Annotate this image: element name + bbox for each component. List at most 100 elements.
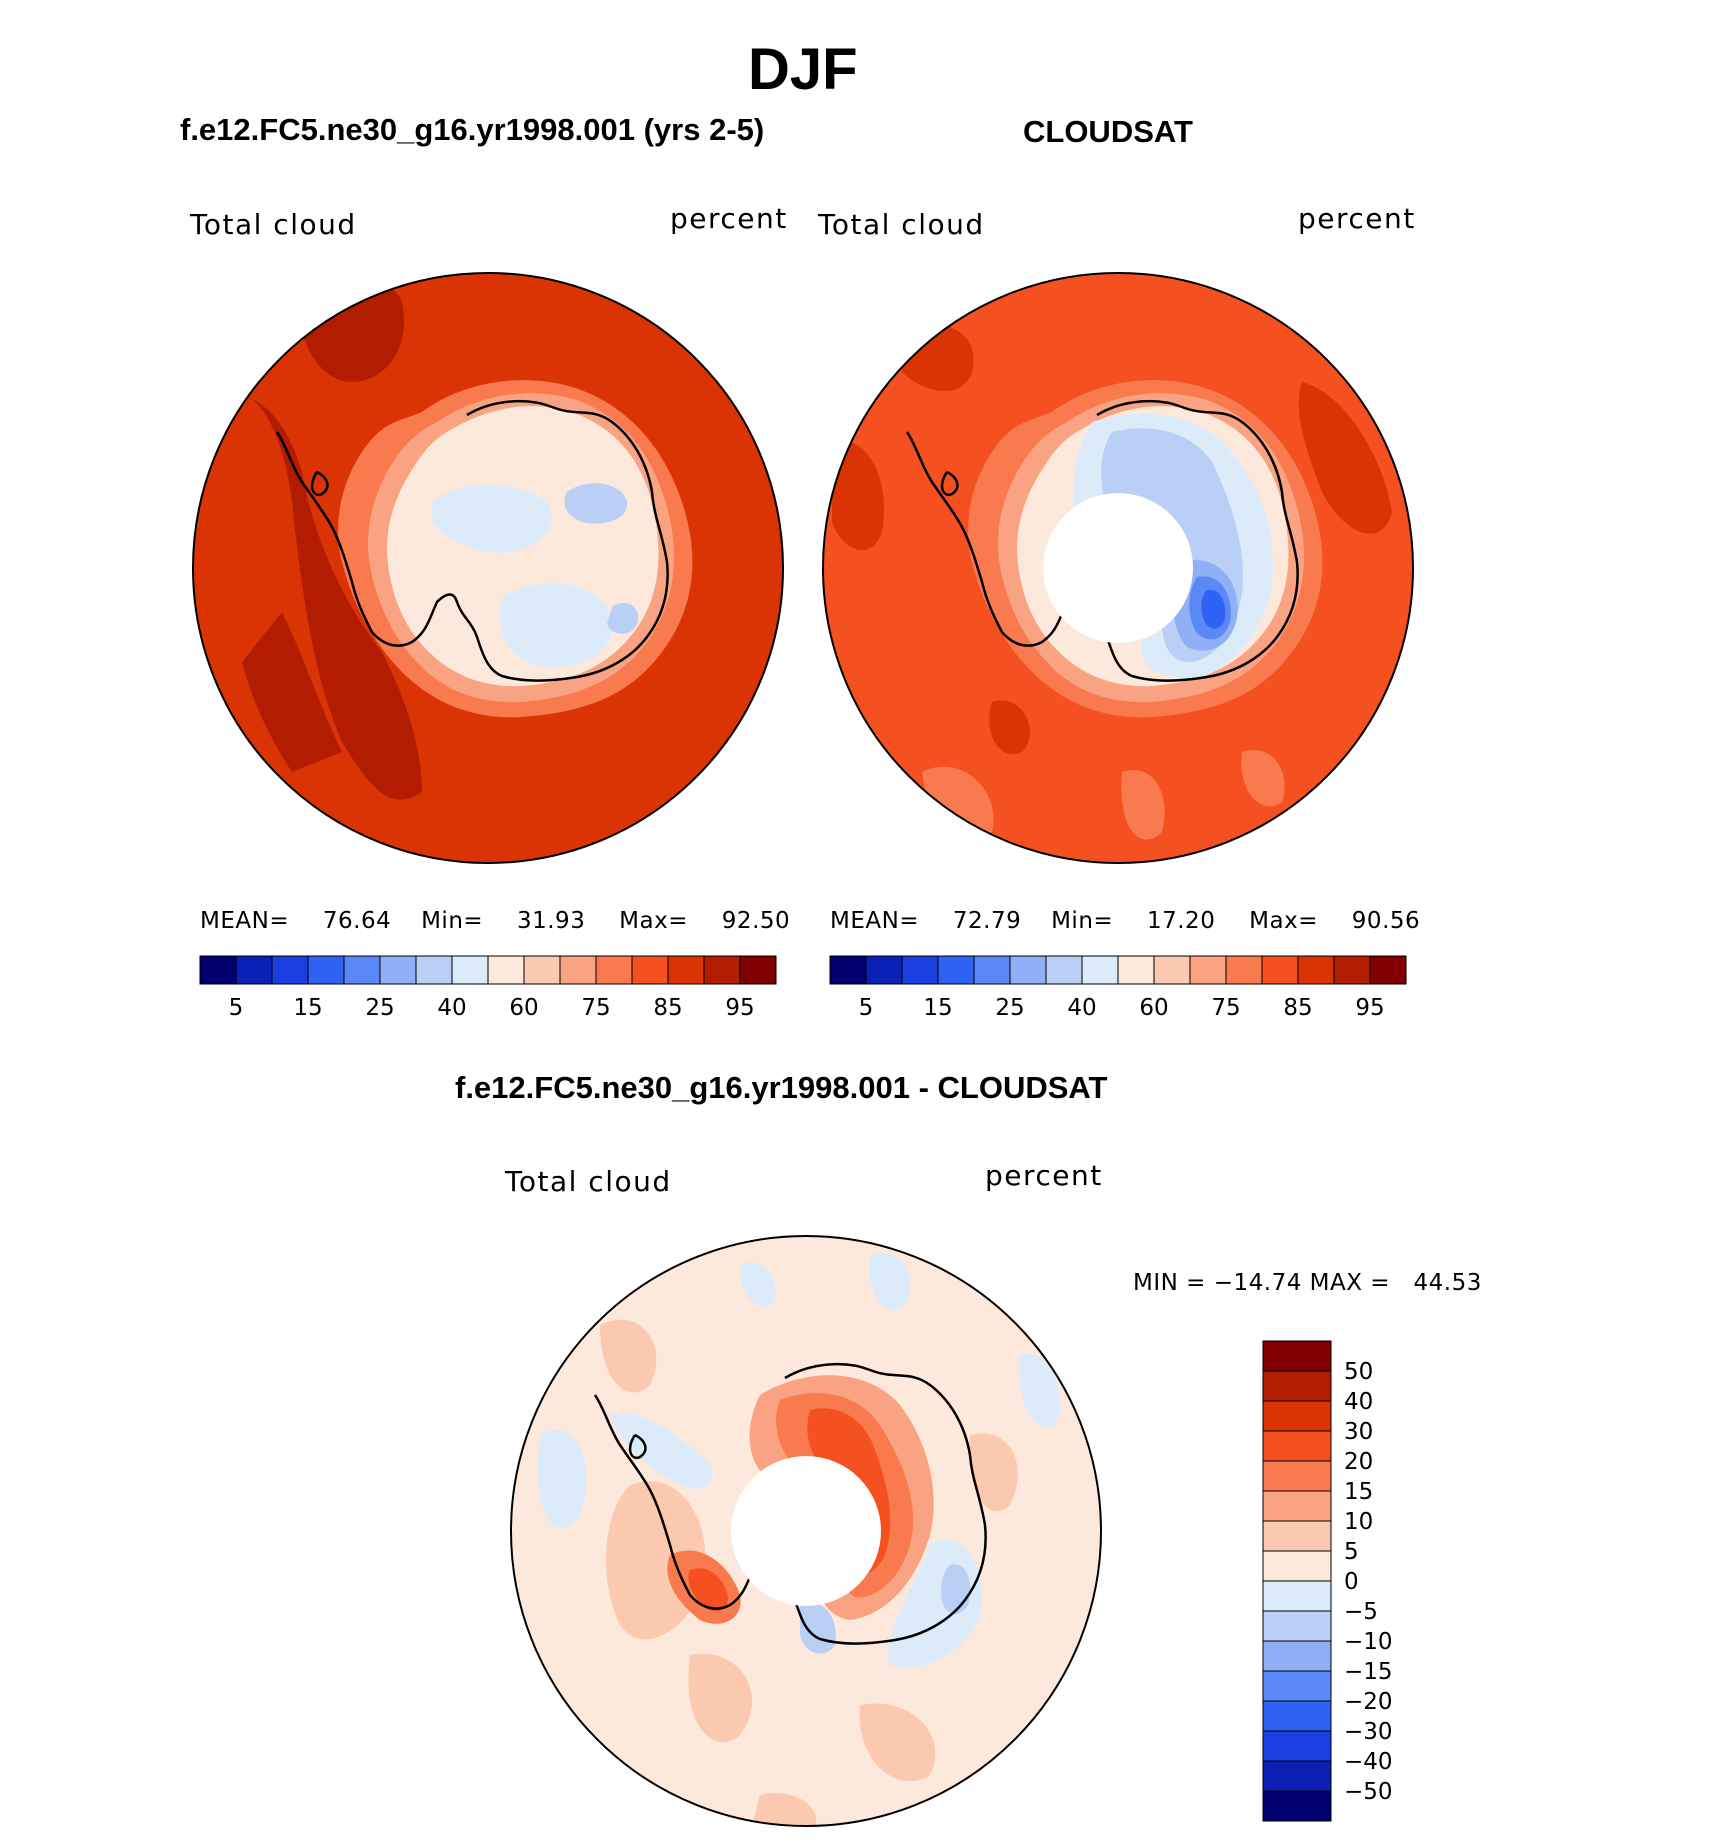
colorbar-panel3-swatch	[1262, 1760, 1332, 1792]
colorbar-panel3-tick-label: −50	[1344, 1779, 1393, 1805]
colorbar-panel2-swatch	[1297, 955, 1335, 985]
colorbar-panel2-tick-label: 85	[1283, 995, 1312, 1021]
colorbar-panel3-tick-label: −20	[1344, 1689, 1393, 1715]
colorbar-panel1-tick-label: 95	[725, 995, 754, 1021]
colorbar-panel1-swatch	[379, 955, 417, 985]
colorbar-panel1-tick-label: 85	[653, 995, 682, 1021]
colorbar-panel2-tick-label: 40	[1067, 995, 1096, 1021]
colorbar-panel2-swatch	[973, 955, 1011, 985]
colorbar-panel2-tick-label: 60	[1139, 995, 1168, 1021]
colorbar-panel2-tick-label: 25	[995, 995, 1024, 1021]
colorbar-panel2-swatch	[901, 955, 939, 985]
colorbar-panel1-swatch	[667, 955, 705, 985]
panel1-mean-value: 76.64	[322, 908, 392, 934]
panel1-min-label: Min=	[421, 908, 484, 934]
colorbar-panel2-swatch	[1117, 955, 1155, 985]
colorbar-panel2: 5 15 25 40 60 75 85 95	[829, 955, 1407, 1021]
panel3-polar-map	[510, 1235, 1102, 1827]
colorbar-panel1-swatch	[199, 955, 237, 985]
panel2-blue-10	[1201, 589, 1226, 629]
figure-title: DJF	[748, 37, 858, 102]
colorbar-panel1-swatch	[523, 955, 561, 985]
panel1-variable-label: Total cloud	[190, 208, 357, 241]
panel1-polar-map	[192, 272, 784, 864]
colorbar-panel3-swatch	[1262, 1370, 1332, 1402]
colorbar-panel1-swatch	[343, 955, 381, 985]
colorbar-panel1-tick-label: 75	[581, 995, 610, 1021]
colorbar-panel2-swatch	[865, 955, 903, 985]
colorbar-panel3-swatch	[1262, 1550, 1332, 1582]
panel3-neg-patch-4	[740, 1262, 776, 1307]
panel1-max-label: Max=	[619, 908, 688, 934]
panel3-minmax: MIN = −14.74 MAX = 44.53	[1133, 1270, 1482, 1296]
panel1-coastline	[275, 399, 669, 682]
panel2-darker-patch-2	[1298, 382, 1392, 534]
colorbar-panel3-swatch	[1262, 1580, 1332, 1612]
colorbar-panel2-swatch	[1189, 955, 1227, 985]
colorbar-panel2-swatch	[1081, 955, 1119, 985]
panel3-variable-label: Total cloud	[505, 1165, 672, 1198]
panel3-neg-patch-3	[1019, 1353, 1061, 1427]
panel2-missing-data-hole	[1043, 493, 1193, 643]
panel2-darker-patch-4	[989, 700, 1031, 755]
colorbar-panel2-swatch	[829, 955, 867, 985]
panel2-min-value: 17.20	[1146, 908, 1216, 934]
panel3-pos-patch-4	[859, 1703, 936, 1782]
colorbar-panel1-swatch	[307, 955, 345, 985]
panel3-units-label: percent	[985, 1159, 1103, 1192]
colorbar-panel3-tick-label: 10	[1344, 1509, 1373, 1535]
colorbar-panel1-tick-label: 15	[293, 995, 322, 1021]
colorbar-panel1-tick-label: 40	[437, 995, 466, 1021]
panel2-coastline	[905, 399, 1299, 682]
colorbar-panel3-tick-label: −40	[1344, 1749, 1393, 1775]
colorbar-panel2-swatch	[1261, 955, 1299, 985]
colorbar-panel2-swatch	[1333, 955, 1371, 985]
colorbar-panel2-swatch	[1153, 955, 1191, 985]
panel2-light-patch-2	[1121, 770, 1165, 840]
colorbar-panel2-swatch	[1045, 955, 1083, 985]
colorbar-panel3-tick-label: 40	[1344, 1389, 1373, 1415]
panel3-neg-patch-2	[869, 1253, 911, 1310]
panel2-mean-label: MEAN=	[830, 908, 920, 934]
panel1-blue-interior-2	[499, 583, 613, 667]
colorbar-panel2-tick-label: 5	[859, 995, 874, 1021]
colorbar-panel2-swatch	[937, 955, 975, 985]
colorbar-panel2-tick-label: 95	[1355, 995, 1384, 1021]
panel2-max-label: Max=	[1249, 908, 1318, 934]
panel1-mean-label: MEAN=	[200, 908, 290, 934]
colorbar-panel1-swatch	[559, 955, 597, 985]
panel3-pos-patch-5	[969, 1433, 1018, 1512]
colorbar-panel3-swatch	[1262, 1430, 1332, 1462]
colorbar-panel1-tick-label: 5	[229, 995, 244, 1021]
panel1-blue-35-patch2	[607, 603, 638, 634]
panel2-polar-map	[822, 272, 1414, 864]
colorbar-panel1-swatch	[271, 955, 309, 985]
panel1-max-value: 92.50	[721, 908, 791, 934]
colorbar-panel3-swatch	[1262, 1400, 1332, 1432]
panel1-title: f.e12.FC5.ne30_g16.yr1998.001 (yrs 2-5)	[180, 112, 765, 147]
colorbar-panel2-tick-label: 15	[923, 995, 952, 1021]
colorbar-panel1-swatch	[415, 955, 453, 985]
panel1-units-label: percent	[670, 202, 788, 235]
colorbar-panel1-swatch	[739, 955, 777, 985]
panel2-title: CLOUDSAT	[1023, 114, 1193, 149]
panel2-min-label: Min=	[1051, 908, 1114, 934]
colorbar-panel3-tick-label: 20	[1344, 1449, 1373, 1475]
colorbar-panel3-swatch	[1262, 1490, 1332, 1522]
panel2-max-value: 90.56	[1351, 908, 1421, 934]
colorbar-panel1: 5 15 25 40 60 75 85 95	[199, 955, 777, 1021]
panel2-mean-value: 72.79	[952, 908, 1022, 934]
colorbar-panel3-swatch	[1262, 1610, 1332, 1642]
panel3-neg-patch-1	[538, 1429, 587, 1529]
panel2-units-label: percent	[1298, 202, 1416, 235]
panel1-min-value: 31.93	[516, 908, 586, 934]
colorbar-panel3-swatch	[1262, 1520, 1332, 1552]
panel3-title: f.e12.FC5.ne30_g16.yr1998.001 - CLOUDSAT	[455, 1070, 1108, 1105]
panel2-light-patch-3	[1241, 750, 1285, 807]
colorbar-panel3-swatch	[1262, 1700, 1332, 1732]
colorbar-panel2-swatch	[1009, 955, 1047, 985]
colorbar-panel3-tick-label: 5	[1344, 1539, 1359, 1565]
panel3-coastline	[593, 1362, 987, 1645]
panel3-neg-coast-east-10	[941, 1564, 971, 1615]
